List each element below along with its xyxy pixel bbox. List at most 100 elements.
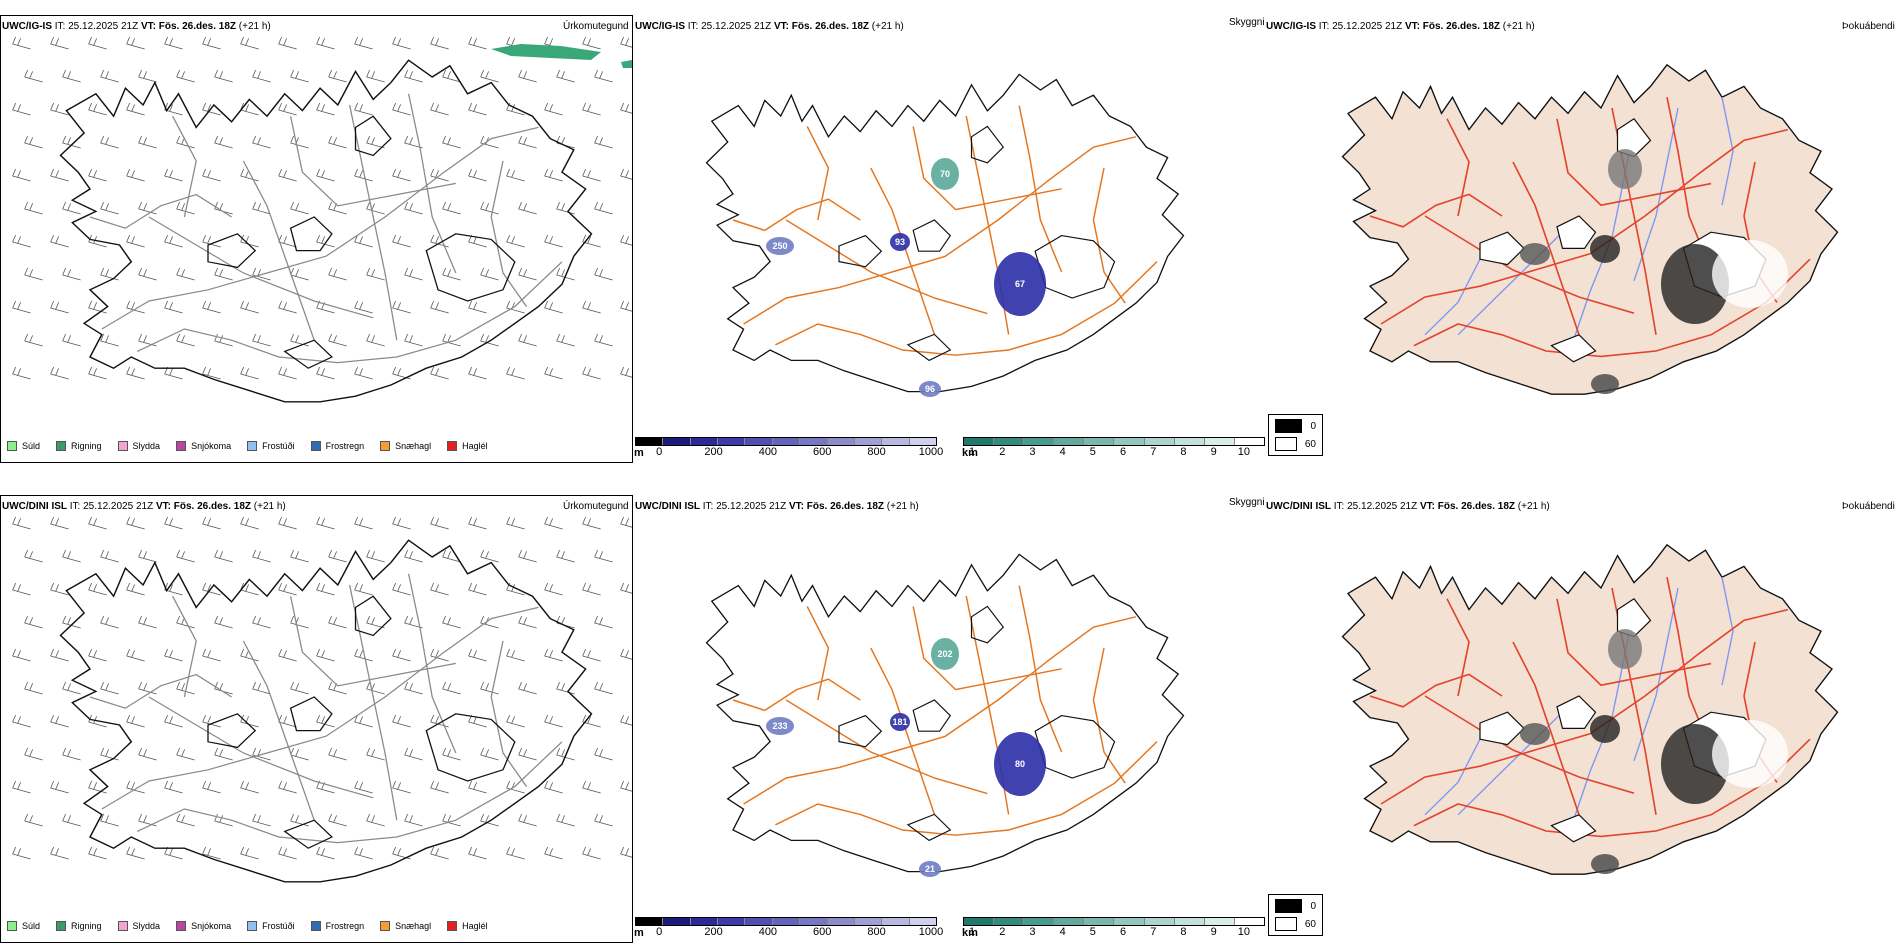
wind-barb	[138, 681, 157, 695]
road	[1556, 598, 1712, 687]
wind-barb	[354, 234, 373, 248]
wind-barb	[62, 135, 81, 149]
precip-header: UWC/IG-IS IT: 25.12.2025 21Z VT: Fös. 26…	[2, 21, 271, 32]
wind-barb	[24, 69, 43, 83]
wind-barb	[480, 747, 499, 761]
colorbar-tick: 8	[1180, 926, 1187, 938]
fog-legend-value: 60	[1304, 438, 1316, 450]
fog-legend-value: 60	[1304, 918, 1316, 930]
wind-barb	[366, 747, 385, 761]
wind-barb	[62, 813, 81, 827]
road	[1018, 585, 1063, 753]
colorbar-cell	[1144, 438, 1175, 445]
wind-barb	[126, 366, 145, 380]
colorbar-tick: 4	[1059, 926, 1066, 938]
wind-barb	[518, 201, 537, 215]
wind-barb	[328, 549, 347, 563]
colorbar-tick: 800	[867, 446, 886, 458]
glacier-outline	[425, 233, 516, 302]
legend-swatch	[310, 441, 321, 451]
wind-barb	[278, 300, 297, 314]
wind-barb	[354, 36, 373, 50]
wind-barb	[126, 234, 145, 248]
glacier-outline	[970, 605, 1005, 644]
wind-barb	[290, 267, 309, 281]
fog-legend-row: 0	[1275, 899, 1316, 913]
fog-patch	[1590, 715, 1620, 743]
wind-barb	[50, 366, 69, 380]
wind-barb	[290, 333, 309, 347]
wind-barb	[240, 300, 259, 314]
legend-item: Súld	[7, 441, 40, 451]
wind-barb	[366, 135, 385, 149]
wind-barb	[138, 747, 157, 761]
valid-time: Fös. 26.des. 18Z	[158, 21, 237, 32]
wind-barb	[100, 681, 119, 695]
wind-barb	[620, 234, 632, 246]
glacier-outline	[906, 333, 952, 362]
precip-legend: Súld Rigning Slydda Snjókoma Frostúði Frostre…	[7, 921, 488, 931]
wind-barb	[316, 846, 335, 860]
wind-barb	[544, 648, 563, 662]
wind-barb	[50, 648, 69, 662]
wind-barb	[392, 516, 411, 530]
wind-barb	[480, 201, 499, 215]
road	[1369, 673, 1503, 708]
fog-title: Þokuábendi	[1842, 21, 1895, 32]
vis-label: 70	[940, 169, 950, 179]
wind-barb	[582, 36, 601, 50]
glacier-outline	[1616, 597, 1652, 638]
wind-barb	[430, 714, 449, 728]
colorbar-cell	[964, 918, 995, 925]
wind-barb	[468, 648, 487, 662]
wind-barb	[88, 648, 107, 662]
wind-barb	[594, 267, 613, 281]
wind-barb	[24, 201, 43, 215]
wind-barb	[518, 267, 537, 281]
road	[1512, 641, 1580, 816]
legend-swatch	[117, 921, 128, 931]
wind-barb	[100, 135, 119, 149]
fog-patch	[1608, 629, 1642, 669]
road	[242, 640, 315, 821]
wind-barb	[202, 36, 221, 50]
precip-patch	[491, 44, 601, 60]
fog-legend-swatch	[1275, 437, 1297, 451]
wind-barb	[290, 135, 309, 149]
colorbar-tick: 400	[758, 446, 778, 458]
glacier-outline	[207, 713, 257, 749]
road	[89, 193, 232, 229]
legend-swatch	[176, 921, 187, 931]
colorbar-cell	[994, 438, 1025, 445]
iceland-layer	[59, 539, 593, 883]
wind-barb	[442, 69, 461, 83]
wind-barb	[240, 846, 259, 860]
colorbar-cell	[663, 918, 691, 925]
wind-barb	[366, 549, 385, 563]
km-colorbar: 1 2 3 4 5 6 7 8 9 10 km	[962, 917, 1265, 940]
vis-hotspot	[919, 861, 941, 877]
wind-barb	[620, 168, 632, 180]
wind-barb	[50, 36, 69, 50]
wind-barb	[468, 36, 487, 50]
wind-barb	[328, 681, 347, 695]
wind-barb	[404, 681, 423, 695]
vis-hotspot	[766, 717, 794, 735]
road	[172, 595, 197, 698]
wind-barb	[278, 366, 297, 380]
precip-patch	[621, 60, 632, 68]
glacier-outline	[283, 819, 333, 849]
wind-barb	[50, 300, 69, 314]
fog-legend-value: 0	[1310, 420, 1316, 432]
wind-barb	[290, 201, 309, 215]
vis-label: 21	[925, 864, 935, 874]
colorbar-cell	[1084, 918, 1115, 925]
wind-barb	[354, 780, 373, 794]
legend-swatch	[7, 921, 17, 931]
height-colorbar: 0 200 400 600 800 1000 m	[634, 437, 943, 460]
wind-barb	[278, 846, 297, 860]
wind-barb	[366, 201, 385, 215]
wind-barb	[138, 549, 157, 563]
fog-patch	[1661, 244, 1729, 324]
colorbar-tick: 1	[968, 926, 976, 938]
